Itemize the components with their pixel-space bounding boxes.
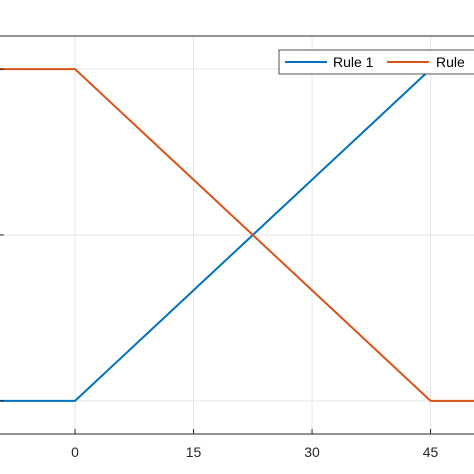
legend-label-series-0: Rule 1 (333, 54, 374, 70)
series-line-1 (0, 68, 474, 402)
x-tick-label: 15 (186, 444, 202, 460)
x-tick-label: 30 (304, 444, 320, 460)
x-ticks: 0 15 30 45 (71, 429, 439, 460)
legend-label-series-1: Rule (436, 54, 465, 70)
x-tick-label: 0 (71, 444, 79, 460)
x-tick-label: 45 (423, 444, 439, 460)
legend: Rule 1 Rule (278, 49, 474, 75)
axes (0, 35, 474, 435)
